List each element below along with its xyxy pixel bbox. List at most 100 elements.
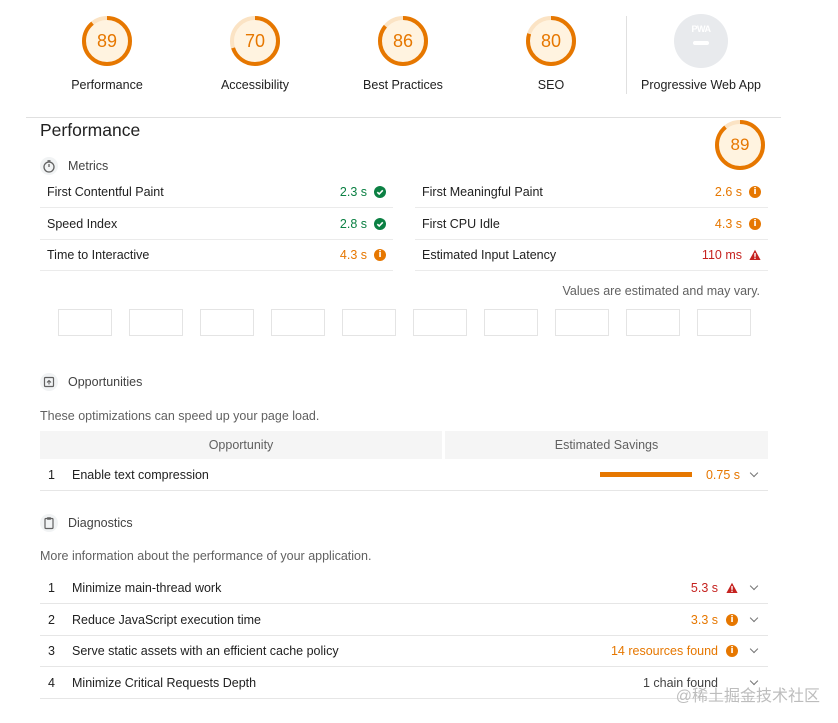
filmstrip-frame xyxy=(271,309,325,336)
clipboard-icon xyxy=(40,514,58,532)
average-info-icon xyxy=(726,644,738,657)
metric-value: 4.3 s xyxy=(714,217,742,231)
metric-speed-index[interactable]: Speed Index 2.8 s xyxy=(40,209,393,240)
metric-name: Speed Index xyxy=(47,217,118,231)
chevron-down-icon[interactable] xyxy=(748,614,760,626)
fail-warning-icon xyxy=(749,249,761,261)
filmstrip-frame xyxy=(58,309,112,336)
pwa-badge-text: PWA xyxy=(691,24,711,34)
filmstrip-frame xyxy=(484,309,538,336)
column-estimated-savings: Estimated Savings xyxy=(445,431,768,459)
chevron-down-icon[interactable] xyxy=(748,469,760,481)
metric-time-to-interactive[interactable]: Time to Interactive 4.3 s xyxy=(40,240,393,271)
opportunity-table-header: Opportunity Estimated Savings xyxy=(40,431,768,459)
score-performance[interactable]: 89 Performance xyxy=(32,14,182,92)
row-index: 3 xyxy=(48,643,55,658)
filmstrip-frame xyxy=(413,309,467,336)
gauge-ring xyxy=(526,16,576,66)
metric-name: First CPU Idle xyxy=(422,217,500,231)
opportunities-heading[interactable]: Opportunities xyxy=(40,373,142,391)
diagnostics-heading-label: Diagnostics xyxy=(68,516,133,530)
score-best-practices[interactable]: 86 Best Practices xyxy=(328,14,478,92)
row-value: 14 resources found xyxy=(610,643,718,658)
gauge-ring xyxy=(378,16,428,66)
diagnostic-row[interactable]: 1 Minimize main-thread work 5.3 s xyxy=(40,572,768,604)
stopwatch-icon xyxy=(40,157,58,175)
chevron-down-icon[interactable] xyxy=(748,645,760,657)
filmstrip-frame xyxy=(555,309,609,336)
score-value: 70 xyxy=(244,31,266,51)
diagnostics-description: More information about the performance o… xyxy=(40,549,372,563)
gauge-ring xyxy=(230,16,280,66)
row-index: 1 xyxy=(48,580,55,595)
values-estimated-note: Values are estimated and may vary. xyxy=(562,284,760,298)
watermark: @稀土掘金技术社区 xyxy=(675,688,820,705)
score-label: Progressive Web App xyxy=(641,78,761,92)
pwa-badge-icon: PWA xyxy=(674,14,728,68)
gauge: 89 xyxy=(80,14,134,68)
metrics-heading-label: Metrics xyxy=(68,159,109,173)
diagnostic-row[interactable]: 2 Reduce JavaScript execution time 3.3 s xyxy=(40,604,768,636)
row-title: Reduce JavaScript execution time xyxy=(72,612,261,627)
score-seo[interactable]: 80 SEO xyxy=(476,14,626,92)
gauge: 86 xyxy=(376,14,430,68)
filmstrip-frame xyxy=(697,309,751,336)
row-value: 5.3 s xyxy=(690,580,718,595)
opportunities-heading-label: Opportunities xyxy=(68,375,143,389)
row-index: 4 xyxy=(48,675,55,690)
score-summary: 89 Performance 70 Accessibility 86 Best … xyxy=(0,0,838,118)
column-gap xyxy=(442,431,445,459)
score-label: Accessibility xyxy=(220,78,290,92)
filmstrip-frame xyxy=(129,309,183,336)
filmstrip-frame xyxy=(342,309,396,336)
gauge-ring xyxy=(82,16,132,66)
row-index: 1 xyxy=(48,467,55,482)
opportunity-row[interactable]: 1 Enable text compression 0.75 s xyxy=(40,459,768,491)
diagnostic-row[interactable]: 4 Minimize Critical Requests Depth 1 cha… xyxy=(40,667,768,699)
gauge: 80 xyxy=(524,14,578,68)
opportunities-description: These optimizations can speed up your pa… xyxy=(40,409,320,423)
row-index: 2 xyxy=(48,612,55,627)
pass-check-icon xyxy=(374,186,386,198)
metric-first-meaningful-paint[interactable]: First Meaningful Paint 2.6 s xyxy=(415,177,768,208)
gauge-ring xyxy=(715,120,765,170)
metric-name: Time to Interactive xyxy=(47,248,150,262)
metric-name: First Meaningful Paint xyxy=(422,185,543,199)
score-pwa[interactable]: PWA Progressive Web App xyxy=(626,14,776,92)
row-title: Minimize main-thread work xyxy=(72,580,222,595)
fail-warning-icon xyxy=(726,582,738,594)
metric-name: First Contentful Paint xyxy=(47,185,164,199)
gauge: 70 xyxy=(228,14,282,68)
row-title: Minimize Critical Requests Depth xyxy=(72,675,257,690)
score-value: 80 xyxy=(540,31,562,51)
average-info-icon xyxy=(374,249,386,261)
score-accessibility[interactable]: 70 Accessibility xyxy=(180,14,330,92)
score-value: 89 xyxy=(96,31,118,51)
filmstrip-frame xyxy=(200,309,254,336)
metric-first-contentful-paint[interactable]: First Contentful Paint 2.3 s xyxy=(40,177,393,208)
diagnostics-heading[interactable]: Diagnostics xyxy=(40,514,133,532)
filmstrip-frame xyxy=(626,309,680,336)
section-title-performance: Performance xyxy=(40,120,141,140)
pwa-badge-bar xyxy=(693,41,709,45)
metric-value: 4.3 s xyxy=(339,248,367,262)
diagnostic-row[interactable]: 3 Serve static assets with an efficient … xyxy=(40,635,768,667)
row-value: 3.3 s xyxy=(690,612,718,627)
score-label: Best Practices xyxy=(363,78,443,92)
performance-score-value: 89 xyxy=(730,135,750,154)
average-info-icon xyxy=(749,218,761,230)
pass-check-icon xyxy=(374,218,386,230)
score-label: SEO xyxy=(537,78,565,92)
metric-estimated-input-latency[interactable]: Estimated Input Latency 110 ms xyxy=(415,240,768,271)
metrics-heading[interactable]: Metrics xyxy=(40,157,108,175)
metric-first-cpu-idle[interactable]: First CPU Idle 4.3 s xyxy=(415,209,768,240)
row-title: Enable text compression xyxy=(72,467,209,482)
chevron-down-icon[interactable] xyxy=(748,582,760,594)
performance-score-gauge: 89 xyxy=(713,118,767,172)
savings-bar xyxy=(599,472,692,477)
average-info-icon xyxy=(726,613,738,626)
average-info-icon xyxy=(749,186,761,198)
score-value: 86 xyxy=(392,31,414,51)
metric-value: 2.6 s xyxy=(714,185,742,199)
score-divider xyxy=(626,16,627,94)
